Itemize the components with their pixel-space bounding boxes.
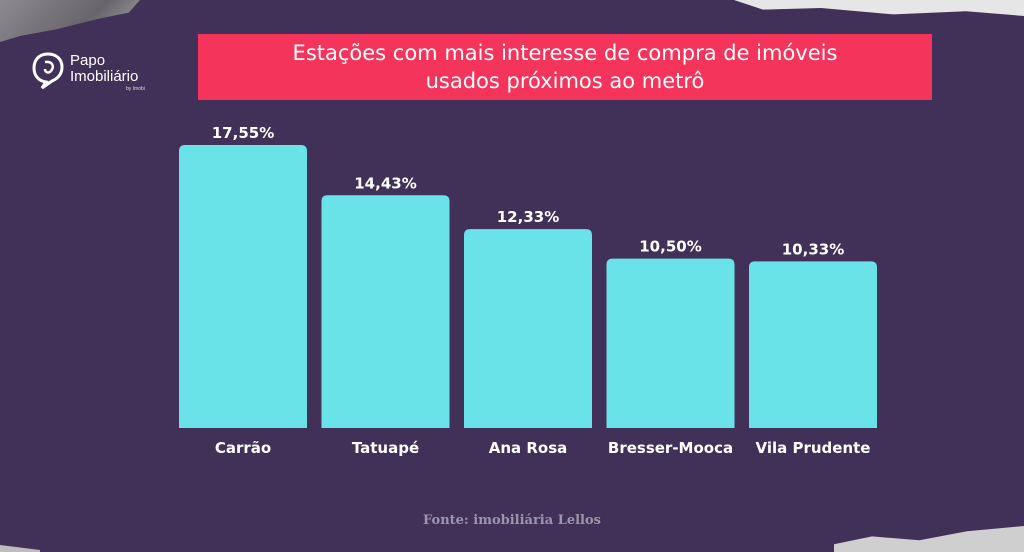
chart-title-line1: Estações com mais interesse de compra de… <box>292 41 838 65</box>
bar-0 <box>179 145 307 428</box>
value-label-1: 14,43% <box>354 174 416 192</box>
brand-name-line2: Imobiliário <box>70 68 139 85</box>
bar-1 <box>321 195 450 428</box>
bar-2 <box>464 229 592 428</box>
chart-title-banner: Estações com mais interesse de compra de… <box>198 34 932 100</box>
category-label-0: Carrão <box>215 439 271 457</box>
source-note: Fonte: imobiliária Lellos <box>423 513 601 528</box>
category-label-3: Bresser-Mooca <box>608 439 733 457</box>
torn-paper-bottom-left <box>0 545 40 552</box>
chart-title-line2: usados próximos ao metrô <box>425 69 705 93</box>
brand-tagline: by Imobi <box>126 86 145 92</box>
category-label-4: Vila Prudente <box>756 439 871 457</box>
value-label-4: 10,33% <box>782 240 844 258</box>
bar-3 <box>606 258 735 428</box>
brand-name-line1: Papo <box>70 52 106 69</box>
brand-logo: Papo Imobiliário by Imobi <box>30 48 180 98</box>
value-label-3: 10,50% <box>639 238 701 256</box>
category-label-1: Tatuapé <box>352 439 419 457</box>
category-label-2: Ana Rosa <box>489 439 568 457</box>
value-label-2: 12,33% <box>497 208 559 226</box>
value-label-0: 17,55% <box>212 124 274 142</box>
bar-4 <box>749 261 877 428</box>
brand-mark-icon <box>32 52 64 90</box>
